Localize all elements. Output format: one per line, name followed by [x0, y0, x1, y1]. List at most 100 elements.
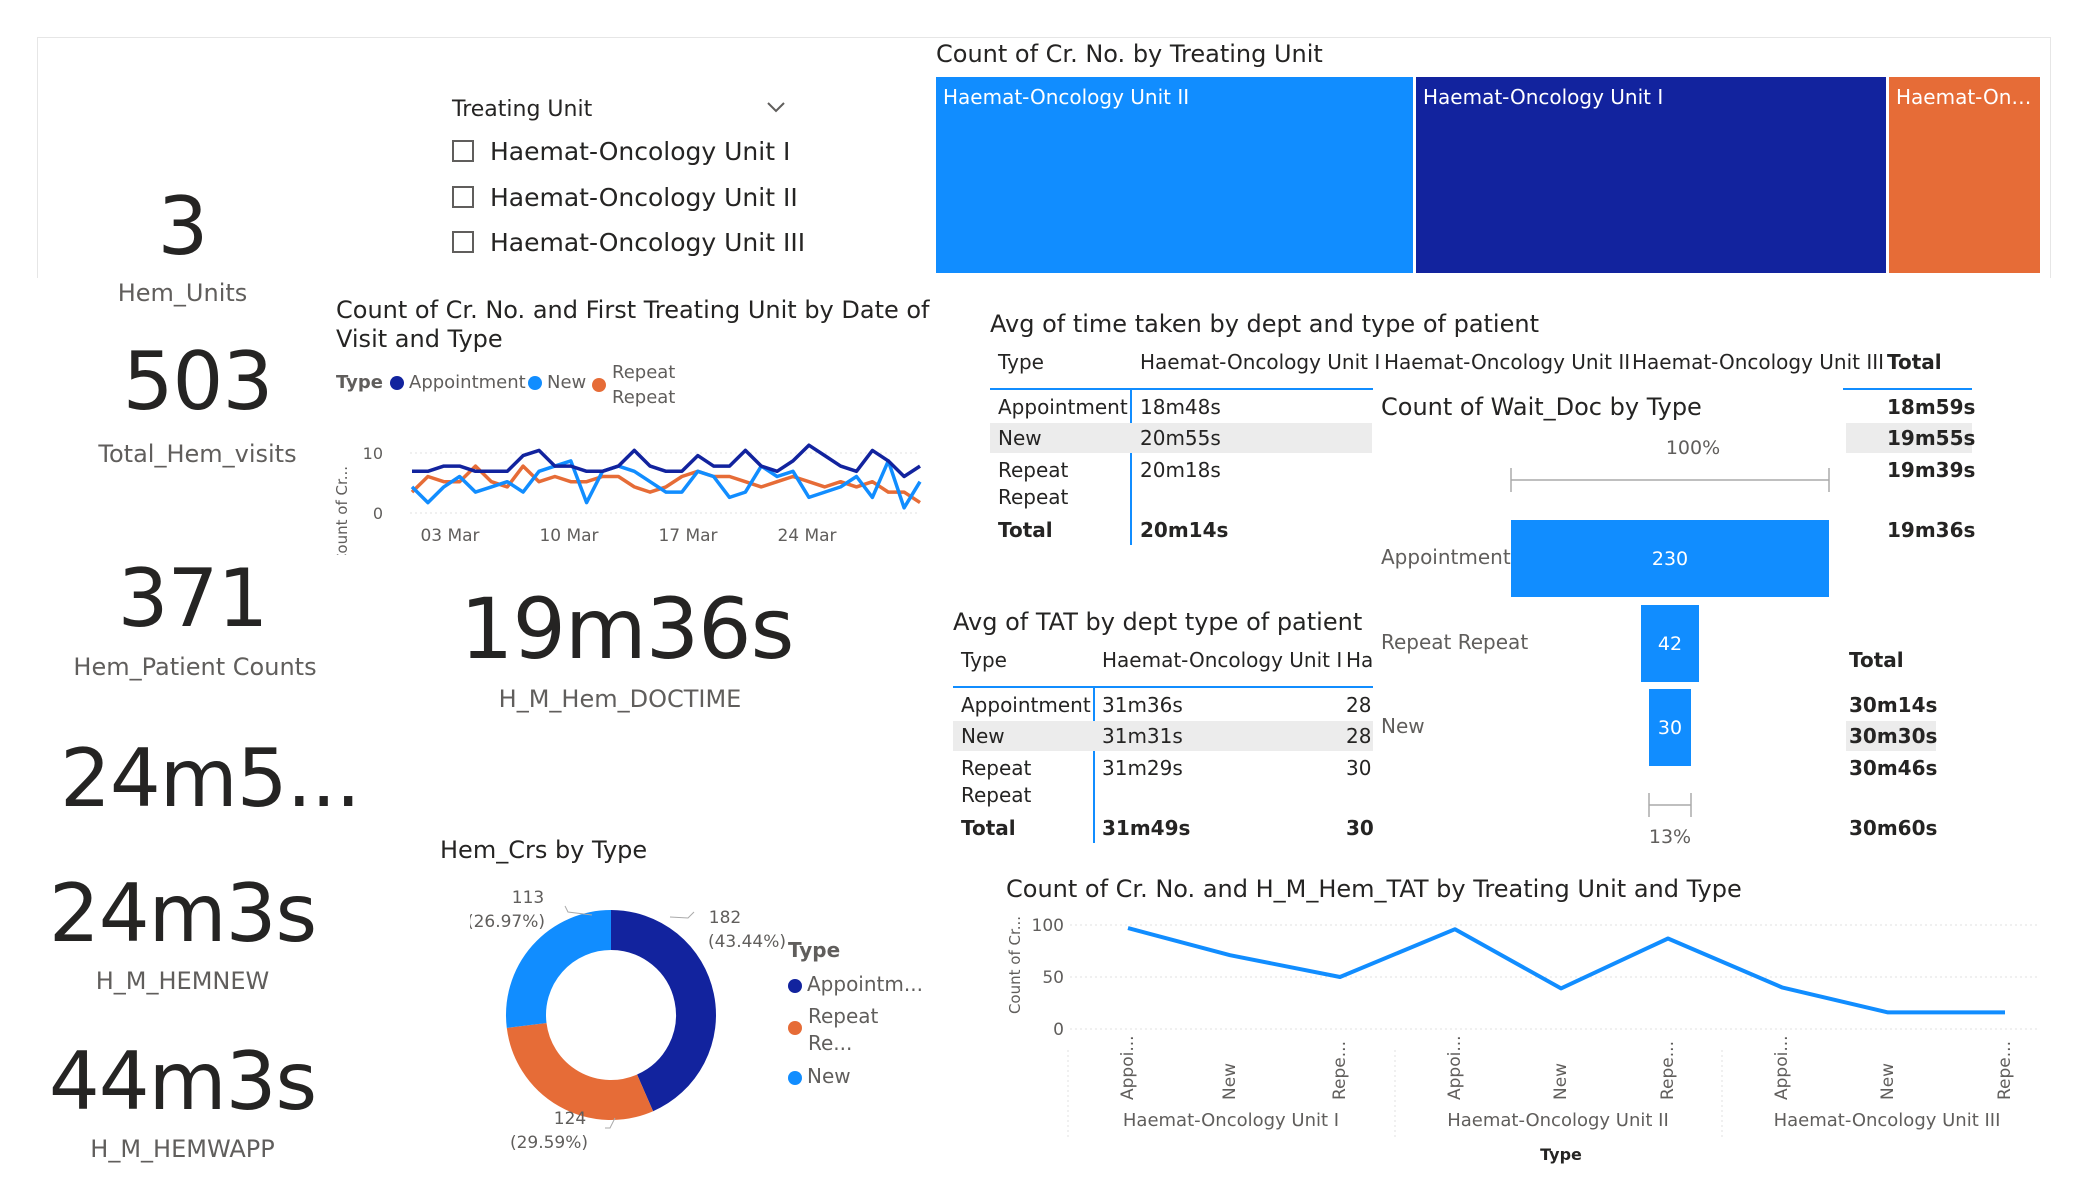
- table-cell: 30m46s: [1849, 756, 1938, 780]
- table-column-line: [1130, 390, 1132, 545]
- table-row-shade: [1846, 423, 1972, 453]
- date-line-chart: Count of Cr... 10 0 03 Mar 10 Mar 17 Mar…: [333, 443, 922, 555]
- funnel-label-repeat: Repeat Repeat: [1381, 630, 1529, 654]
- treemap-cell-label: Haemat-Oncology Unit II: [943, 85, 1190, 109]
- x-tick: Appoi...: [1772, 1035, 1792, 1100]
- table-cell: Repeat: [998, 458, 1069, 482]
- col-header: Ha: [1346, 648, 1374, 672]
- series-line[interactable]: [1127, 926, 2005, 1015]
- kpi-doctime-value: 19m36s: [460, 580, 794, 678]
- table-cell: 31m31s: [1102, 724, 1183, 748]
- table-cell: 19m55s: [1887, 426, 1976, 450]
- funnel-top-percent: 100%: [1665, 437, 1721, 459]
- table-header-line: [953, 686, 1373, 688]
- kpi-truncated-value: 24m5...: [60, 732, 361, 825]
- treemap-cell-unit-2[interactable]: Haemat-Oncology Unit II: [936, 77, 1413, 273]
- legend-item-repeat[interactable]: Repeat Re...: [788, 1004, 938, 1060]
- y-axis-label: Count of Cr...: [1006, 916, 1024, 1014]
- treemap-cell-unit-1[interactable]: Haemat-Oncology Unit I: [1416, 77, 1886, 273]
- table-cell: Repeat: [961, 783, 1032, 807]
- legend-label: Appointm...: [807, 972, 923, 996]
- donut-slice-appointment[interactable]: [610, 910, 716, 1112]
- table-cell: 31m29s: [1102, 756, 1183, 780]
- table-cell: Repeat: [998, 485, 1069, 509]
- funnel-bar-value: 230: [1651, 547, 1689, 570]
- funnel-bracket-icon: [1510, 468, 1830, 817]
- bottom-line-chart: Count of Cr... 100 50 0 Appoi... New Repe.…: [1006, 916, 2040, 1164]
- x-tick: New: [1551, 1063, 1571, 1100]
- slicer-item-unit-2[interactable]: Haemat-Oncology Unit II: [452, 181, 798, 213]
- y-axis-label: Count of Cr...: [333, 466, 351, 555]
- y-tick: 50: [1042, 968, 1064, 988]
- slicer-item-unit-1[interactable]: Haemat-Oncology Unit I: [452, 135, 790, 167]
- x-tick: 24 Mar: [777, 526, 836, 546]
- legend-item-new[interactable]: New: [528, 372, 586, 393]
- table-column-line: [1093, 688, 1095, 843]
- table-cell: Total: [961, 816, 1016, 840]
- treating-unit-slicer: Treating Unit: [452, 95, 792, 265]
- legend-label: New: [807, 1064, 851, 1088]
- legend-label: Repeat: [612, 362, 676, 383]
- legend-title: Type: [336, 372, 383, 393]
- kpi-patient-counts-value: 371: [117, 552, 269, 645]
- funnel-bar-value: 42: [1657, 632, 1683, 655]
- table-cell: 20m14s: [1140, 518, 1229, 542]
- treemap-cell-unit-3[interactable]: Haemat-Onc...: [1889, 77, 2040, 273]
- table-cell: 18m48s: [1140, 395, 1221, 419]
- donut-label-count: 124: [554, 1109, 586, 1129]
- legend-item-appointment[interactable]: Appointment: [390, 372, 526, 393]
- col-header: Total: [1849, 648, 1904, 672]
- y-tick: 100: [1032, 916, 1064, 936]
- kpi-hemnew-label: H_M_HEMNEW: [95, 967, 270, 995]
- donut-slice-repeat-repeat[interactable]: [506, 1022, 654, 1120]
- funnel-bottom-percent: 13%: [1648, 826, 1692, 848]
- legend-item-new[interactable]: New: [788, 1064, 851, 1088]
- donut-legend: Type Appointm... Repeat Re... New: [788, 938, 938, 1098]
- y-tick: 0: [1053, 1020, 1064, 1040]
- x-tick: Repe...: [1658, 1041, 1678, 1100]
- top-card-frame: [37, 37, 2051, 278]
- donut-label-percent: (26.97%): [470, 912, 545, 932]
- legend-label: New: [547, 372, 587, 393]
- table-cell: 19m39s: [1887, 458, 1976, 482]
- table-cell: 30m14s: [1849, 693, 1938, 717]
- funnel-label-new: New: [1381, 714, 1425, 738]
- donut-label-count: 113: [512, 888, 544, 908]
- checkbox[interactable]: [452, 186, 474, 208]
- table-cell: Appointment: [961, 693, 1091, 717]
- kpi-total-visits-label: Total_Hem_visits: [98, 440, 297, 468]
- treemap-cell-label: Haemat-Oncology Unit I: [1423, 85, 1664, 109]
- group-label: Haemat-Oncology Unit III: [1774, 1110, 2001, 1131]
- funnel-bar-appointment[interactable]: 230: [1511, 520, 1829, 597]
- table-cell: Appointment: [998, 395, 1128, 419]
- chevron-down-icon[interactable]: [764, 95, 788, 119]
- kpi-hemwapp-label: H_M_HEMWAPP: [90, 1135, 275, 1163]
- col-header: Haemat-Oncology Unit III: [1632, 350, 1885, 374]
- kpi-doctime-label: H_M_Hem_DOCTIME: [498, 685, 742, 713]
- table-cell: Total: [998, 518, 1053, 542]
- donut-label-percent: (43.44%): [708, 932, 786, 952]
- checkbox[interactable]: [452, 231, 474, 253]
- slicer-item-unit-3[interactable]: Haemat-Oncology Unit III: [452, 226, 805, 258]
- y-tick: 0: [373, 504, 383, 523]
- treemap-cell-label: Haemat-Onc...: [1896, 85, 2040, 109]
- table-cell: Repeat: [961, 756, 1032, 780]
- series-line-appointment[interactable]: [412, 443, 921, 479]
- table-cell: 20m18s: [1140, 458, 1221, 482]
- donut-label-count: 182: [709, 908, 741, 928]
- kpi-total-visits-value: 503: [122, 335, 274, 428]
- funnel-bar-new[interactable]: 30: [1649, 689, 1691, 766]
- series-line-new[interactable]: [410, 459, 922, 510]
- x-tick: Appoi...: [1445, 1035, 1465, 1100]
- table-cell: 30m30s: [1849, 724, 1938, 748]
- col-header: Haemat-Oncology Unit I: [1102, 648, 1343, 672]
- funnel-bar-repeat[interactable]: 42: [1641, 605, 1699, 682]
- table-cell: 18m59s: [1887, 395, 1976, 419]
- kpi-patient-counts-label: Hem_Patient Counts: [73, 653, 317, 681]
- slicer-item-label: Haemat-Oncology Unit I: [490, 136, 791, 166]
- legend-item-appointment[interactable]: Appointm...: [788, 972, 923, 996]
- donut-title: Hem_Crs by Type: [440, 836, 648, 864]
- legend-label: Repeat: [612, 387, 676, 408]
- donut-slice-new[interactable]: [506, 910, 612, 1028]
- checkbox[interactable]: [452, 140, 474, 162]
